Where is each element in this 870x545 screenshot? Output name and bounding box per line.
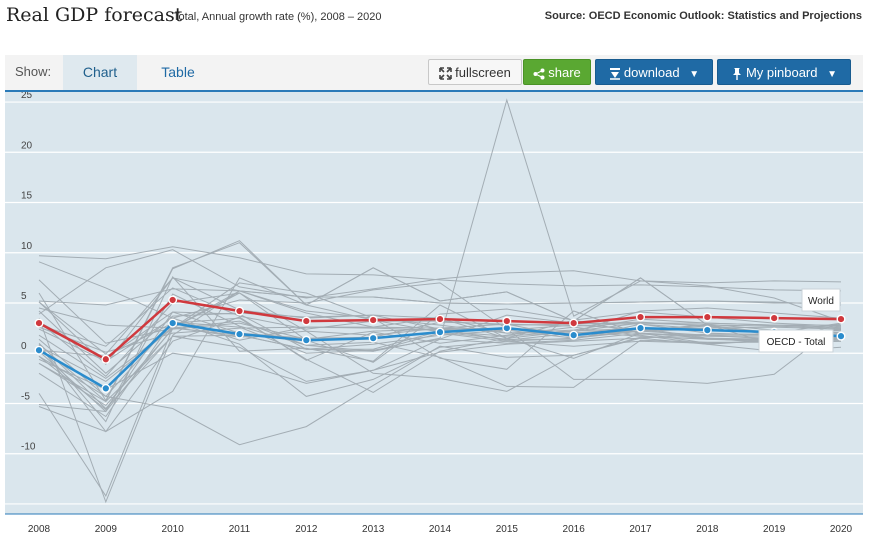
chart-header: Real GDP forecast Total, Annual growth r…: [0, 0, 870, 34]
data-point[interactable]: [502, 316, 512, 326]
x-tick-label: 2018: [696, 524, 719, 535]
x-tick-label: 2016: [563, 524, 586, 535]
show-label: Show:: [15, 64, 52, 79]
series-end-label: OECD - Total: [767, 337, 826, 348]
chevron-down-icon: ▼: [689, 69, 700, 80]
fullscreen-label: fullscreen: [455, 65, 511, 80]
x-tick-label: 2012: [295, 524, 318, 535]
x-tick-label: 2013: [362, 524, 385, 535]
chart-source: Source: OECD Economic Outlook: Statistic…: [544, 10, 862, 22]
background-series-line: [38, 249, 842, 315]
data-point[interactable]: [769, 313, 779, 323]
data-point[interactable]: [101, 383, 111, 393]
y-tick-label: 15: [21, 191, 33, 202]
data-point[interactable]: [569, 318, 579, 328]
data-point[interactable]: [636, 312, 646, 322]
background-series-line: [38, 293, 842, 413]
data-point[interactable]: [636, 323, 646, 333]
x-tick-label: 2014: [429, 524, 452, 535]
download-label: download: [623, 65, 680, 80]
fullscreen-icon: [439, 67, 452, 80]
y-tick-label: 0: [21, 341, 27, 352]
data-point[interactable]: [301, 316, 311, 326]
data-point[interactable]: [234, 306, 244, 316]
x-tick-label: 2019: [763, 524, 786, 535]
series-end-label-box: [758, 329, 834, 353]
x-tick-label: 2017: [629, 524, 652, 535]
download-button[interactable]: download ▼: [595, 59, 713, 85]
data-point[interactable]: [702, 325, 712, 335]
y-tick-label: 20: [21, 140, 33, 151]
y-tick-label: -5: [21, 391, 30, 402]
data-point[interactable]: [368, 333, 378, 343]
data-point[interactable]: [168, 295, 178, 305]
share-icon: [533, 68, 545, 80]
x-tick-label: 2008: [28, 524, 51, 535]
chart-title: Real GDP forecast: [6, 4, 183, 26]
y-tick-label: 25: [21, 92, 33, 101]
y-tick-label: 10: [21, 241, 33, 252]
data-point[interactable]: [234, 329, 244, 339]
data-point[interactable]: [101, 354, 111, 364]
background-series-line: [38, 246, 842, 292]
share-label: share: [548, 65, 581, 80]
pinboard-button[interactable]: My pinboard ▼: [717, 59, 851, 85]
data-point[interactable]: [435, 314, 445, 324]
pin-icon: [732, 68, 741, 81]
pinboard-label: My pinboard: [745, 65, 818, 80]
data-point[interactable]: [702, 312, 712, 322]
data-point[interactable]: [836, 314, 846, 324]
background-series-line: [38, 276, 841, 423]
data-point[interactable]: [168, 318, 178, 328]
x-tick-label: 2011: [229, 524, 251, 535]
y-tick-label: 5: [21, 291, 27, 302]
data-point[interactable]: [34, 318, 44, 328]
background-series-line: [38, 279, 842, 392]
data-point[interactable]: [368, 315, 378, 325]
y-tick-label: -10: [21, 442, 36, 453]
view-toolbar: Show: Chart Table fullscreen share downl…: [5, 55, 863, 92]
share-button[interactable]: share: [523, 59, 591, 85]
background-series-line: [38, 242, 842, 402]
fullscreen-button[interactable]: fullscreen: [428, 59, 522, 85]
data-point[interactable]: [301, 335, 311, 345]
data-point[interactable]: [34, 345, 44, 355]
chart-subtitle: Total, Annual growth rate (%), 2008 – 20…: [173, 11, 382, 23]
x-tick-label: 2015: [496, 524, 519, 535]
background-series-line: [38, 335, 842, 410]
data-point[interactable]: [569, 330, 579, 340]
x-tick-label: 2010: [162, 524, 185, 535]
chevron-down-icon: ▼: [827, 69, 838, 80]
data-point[interactable]: [435, 327, 445, 337]
download-icon: [609, 67, 620, 80]
series-end-label-box: [801, 288, 841, 312]
chart-area: 25 20 15 10 5 0 -5 -10 2008 2009 2010 2011 2012 2013…: [5, 90, 863, 540]
tab-table[interactable]: Table: [161, 64, 195, 80]
tab-chart[interactable]: Chart: [63, 55, 137, 90]
background-series-line: [38, 261, 842, 384]
series-end-label: World: [808, 296, 834, 307]
x-tick-label: 2009: [95, 524, 118, 535]
data-point[interactable]: [836, 331, 846, 341]
x-tick-label: 2020: [830, 524, 853, 535]
